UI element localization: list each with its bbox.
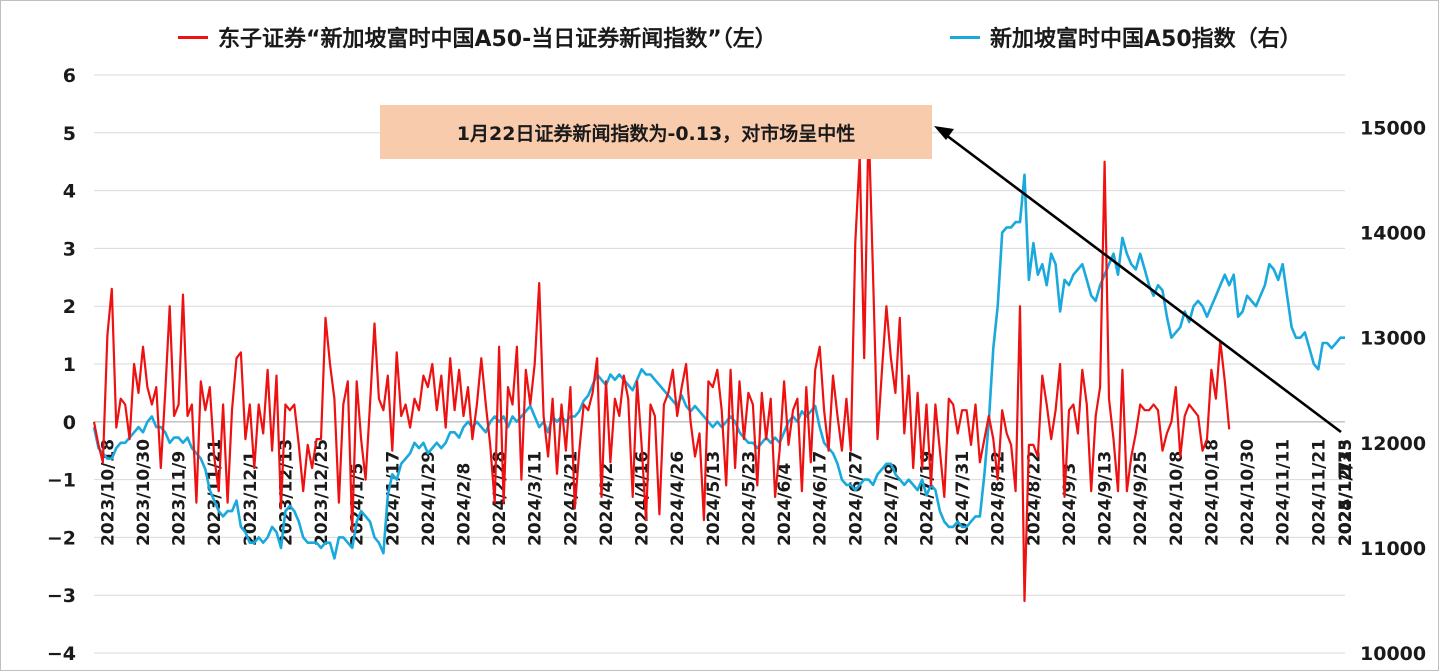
y-left-tick-label: 3 (63, 238, 76, 260)
legend-swatch-news (178, 35, 208, 39)
x-tick-label: 2025/1/17 (1336, 451, 1356, 546)
x-tick-label: 2024/9/25 (1131, 451, 1151, 546)
y-left-tick-label: −1 (47, 470, 76, 492)
a50-index-line (92, 173, 1345, 560)
y-axis-right: 10000 11000 12000 13000 14000 15000 (1360, 118, 1426, 665)
y-left-tick-label: 5 (63, 123, 76, 145)
y-right-tick-label: 10000 (1360, 643, 1426, 665)
x-tick-label: 2024/5/13 (704, 451, 724, 546)
x-tick-label: 2024/12/13 (1336, 439, 1356, 546)
x-tick-label: 2023/12/25 (312, 439, 332, 546)
x-tick-label: 2024/12/3 (1336, 451, 1356, 546)
y-left-tick-label: −3 (47, 585, 76, 607)
y-left-tick-label: 4 (63, 181, 76, 203)
arrow-shaft (945, 133, 1342, 434)
x-tick-label: 2023/12/1 (241, 451, 261, 546)
x-tick-label: 2024/11/11 (1274, 439, 1294, 546)
x-tick-label: 2023/10/30 (134, 439, 154, 546)
x-tick-label: 2024/1/29 (419, 451, 439, 546)
x-tick-label: 2024/6/4 (775, 462, 795, 546)
gridlines (94, 74, 1345, 654)
y-right-tick-label: 15000 (1360, 118, 1426, 140)
x-tick-label: 2024/8/22 (1024, 451, 1044, 546)
x-tick-label: 2024/6/17 (811, 451, 831, 546)
y-right-tick-label: 14000 (1360, 223, 1426, 245)
x-tick-label: 2024/9/13 (1096, 451, 1116, 546)
x-tick-label: 2024/5/23 (739, 451, 759, 546)
y-left-tick-label: 0 (63, 412, 76, 434)
x-tick-label: 2024/4/26 (668, 451, 688, 546)
legend-label-a50: 新加坡富时中国A50指数（右） (990, 27, 1302, 52)
arrow-head (934, 126, 954, 140)
x-tick-label: 2024/3/11 (526, 451, 546, 546)
y-right-tick-label: 12000 (1360, 433, 1426, 455)
x-tick-label: 2024/2/8 (455, 463, 475, 546)
x-tick-label: 2024/7/31 (953, 451, 973, 546)
y-left-tick-label: −2 (47, 527, 76, 549)
x-tick-label: 2024/10/18 (1202, 439, 1222, 546)
y-right-tick-label: 11000 (1360, 538, 1426, 560)
legend-swatch-a50 (950, 35, 980, 39)
y-axis-left: −4 −3 −2 −1 0 1 2 3 4 5 6 (47, 65, 76, 665)
y-left-tick-label: −4 (47, 643, 76, 665)
legend-item-a50-index: 新加坡富时中国A50指数（右） (950, 20, 1302, 54)
x-tick-label: 2024/2/28 (490, 451, 510, 546)
x-tick-label: 2024/10/8 (1167, 451, 1187, 546)
x-tick-label: 2023/10/18 (98, 439, 118, 546)
x-tick-label: 2024/12/25 (1336, 439, 1356, 546)
legend-item-news-index: 东子证券“新加坡富时中国A50-当日证券新闻指数”（左） (178, 20, 777, 54)
legend-label-news: 东子证券“新加坡富时中国A50-当日证券新闻指数”（左） (218, 27, 777, 52)
x-tick-label: 2024/6/27 (846, 451, 866, 546)
x-tick-label: 2024/7/19 (918, 451, 938, 546)
annotation-callout: 1月22日证券新闻指数为-0.13，对市场呈中性 (380, 105, 932, 159)
news-index-line (92, 120, 1231, 603)
y-left-tick-label: 6 (63, 65, 76, 87)
y-left-tick-label: 1 (63, 354, 76, 376)
x-tick-label: 2024/10/30 (1238, 439, 1258, 546)
x-tick-label: 2024/7/9 (882, 463, 902, 546)
y-left-tick-label: 2 (63, 296, 76, 318)
annotation-arrow (934, 126, 1342, 434)
x-tick-label: 2023/11/9 (170, 451, 190, 546)
annotation-text: 1月22日证券新闻指数为-0.13，对市场呈中性 (456, 122, 856, 145)
x-tick-label: 2024/11/21 (1309, 439, 1329, 546)
y-right-tick-label: 13000 (1360, 328, 1426, 350)
x-tick-label: 2024/8/12 (989, 451, 1009, 546)
x-tick-label: 2023/12/13 (276, 439, 296, 546)
x-tick-label: 2025/1/7 (1336, 463, 1356, 546)
